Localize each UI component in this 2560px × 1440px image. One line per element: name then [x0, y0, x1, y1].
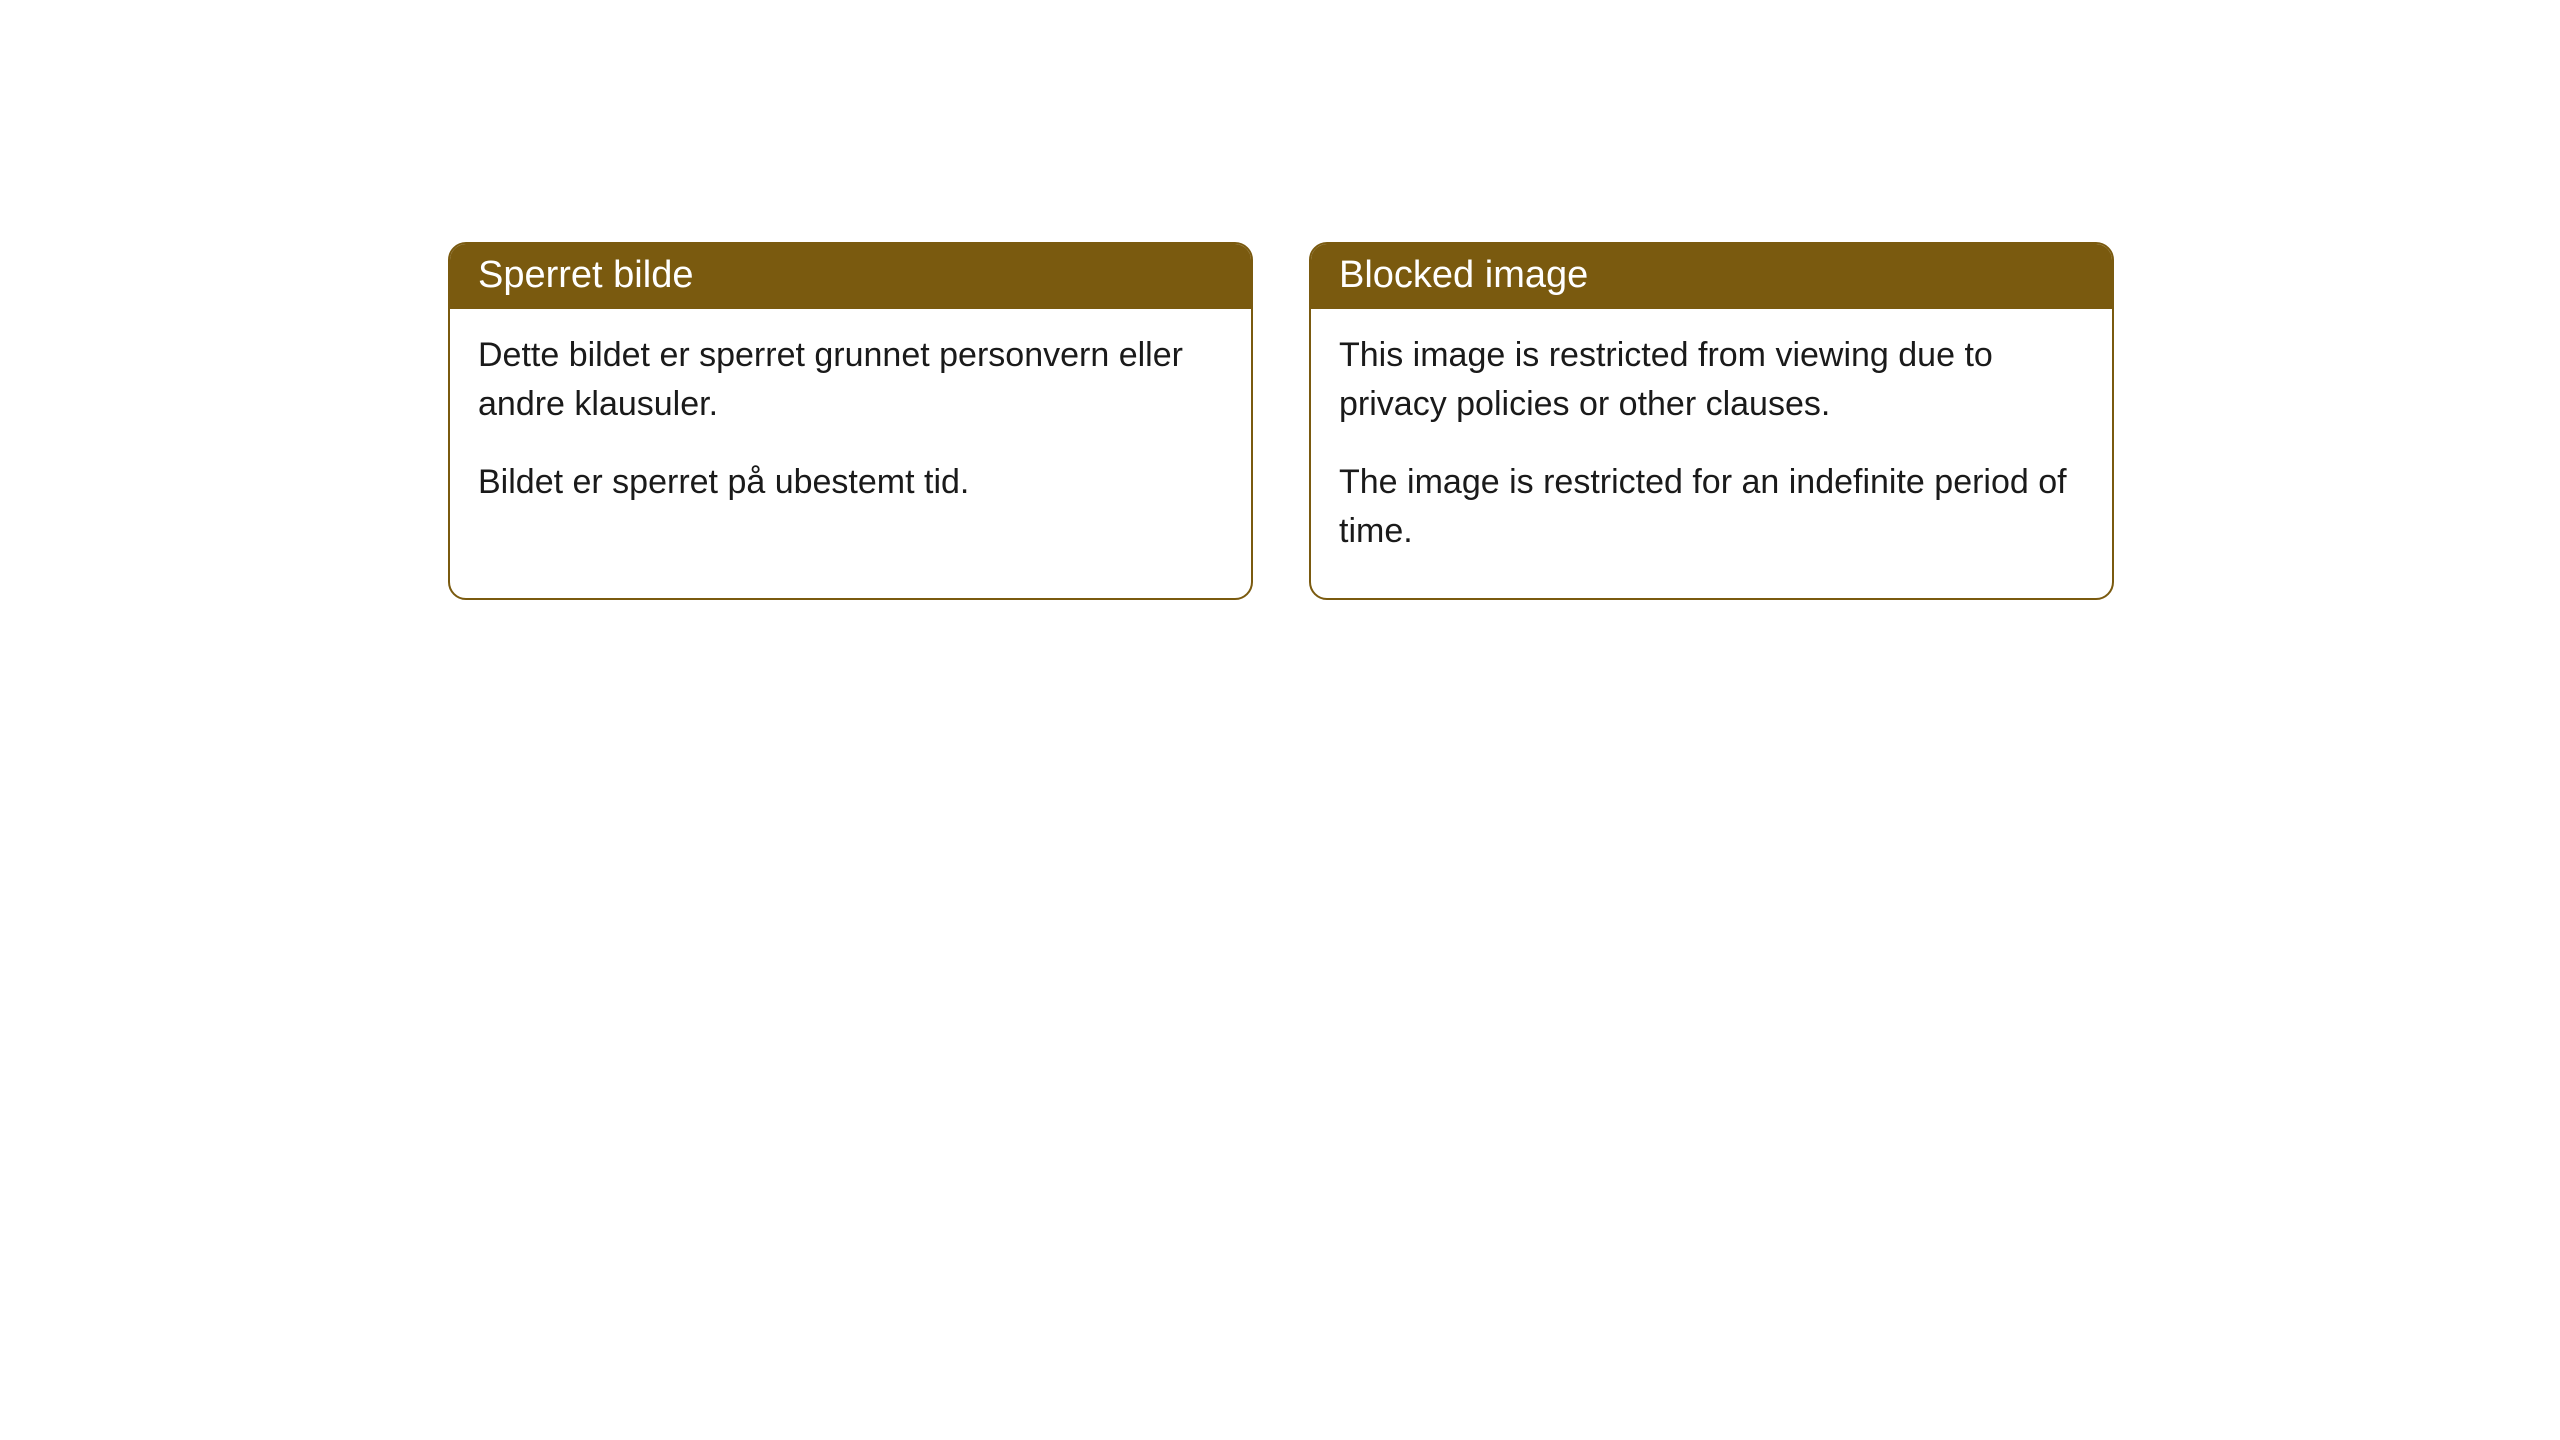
- card-body-english: This image is restricted from viewing du…: [1311, 309, 2112, 598]
- card-title-english: Blocked image: [1311, 244, 2112, 309]
- card-paragraph-2-english: The image is restricted for an indefinit…: [1339, 458, 2084, 557]
- notice-cards-container: Sperret bilde Dette bildet er sperret gr…: [448, 242, 2114, 600]
- card-paragraph-1-norwegian: Dette bildet er sperret grunnet personve…: [478, 331, 1223, 430]
- card-paragraph-1-english: This image is restricted from viewing du…: [1339, 331, 2084, 430]
- notice-card-norwegian: Sperret bilde Dette bildet er sperret gr…: [448, 242, 1253, 600]
- card-title-norwegian: Sperret bilde: [450, 244, 1251, 309]
- card-paragraph-2-norwegian: Bildet er sperret på ubestemt tid.: [478, 458, 1223, 507]
- notice-card-english: Blocked image This image is restricted f…: [1309, 242, 2114, 600]
- card-body-norwegian: Dette bildet er sperret grunnet personve…: [450, 309, 1251, 549]
